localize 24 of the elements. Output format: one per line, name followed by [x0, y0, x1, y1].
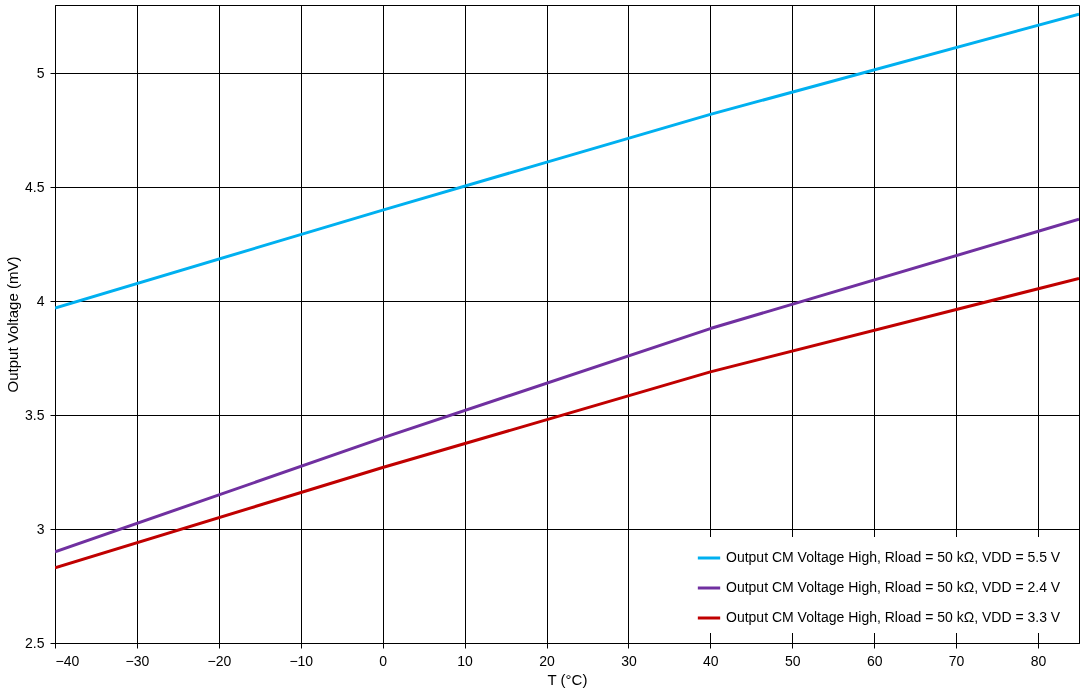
x-tick-label: 30	[621, 652, 637, 669]
y-tick-label: 2.5	[25, 634, 45, 651]
x-tick-label: 70	[948, 652, 965, 669]
legend-label: Output CM Voltage High, Rload = 50 kΩ, VDD = 5.5 V	[726, 549, 1061, 565]
x-tick-label: −30	[125, 652, 150, 669]
y-tick-label: 4.5	[25, 178, 45, 195]
legend-label: Output CM Voltage High, Rload = 50 kΩ, VDD = 2.4 V	[726, 579, 1061, 595]
x-tick-label: 0	[379, 652, 388, 669]
legend-label: Output CM Voltage High, Rload = 50 kΩ, VDD = 3.3 V	[726, 609, 1061, 625]
x-tick-label: 40	[703, 652, 719, 669]
y-tick-label: 4	[36, 292, 45, 309]
x-tick-label: −20	[207, 652, 232, 669]
y-tick-label: 3	[36, 520, 45, 537]
y-tick-label: 5	[36, 64, 45, 81]
x-tick-label: −40	[55, 652, 80, 669]
x-tick-label: 80	[1030, 652, 1047, 669]
x-tick-label: 10	[457, 652, 474, 669]
x-tick-label: 50	[784, 652, 801, 669]
x-tick-label: 20	[539, 652, 556, 669]
y-tick-label: 3.5	[25, 406, 45, 423]
x-tick-label: 60	[866, 652, 883, 669]
x-tick-label: −10	[289, 652, 314, 669]
y-axis-title: Output Voltage (mV)	[4, 256, 22, 393]
x-axis-title: T (°C)	[547, 670, 588, 688]
